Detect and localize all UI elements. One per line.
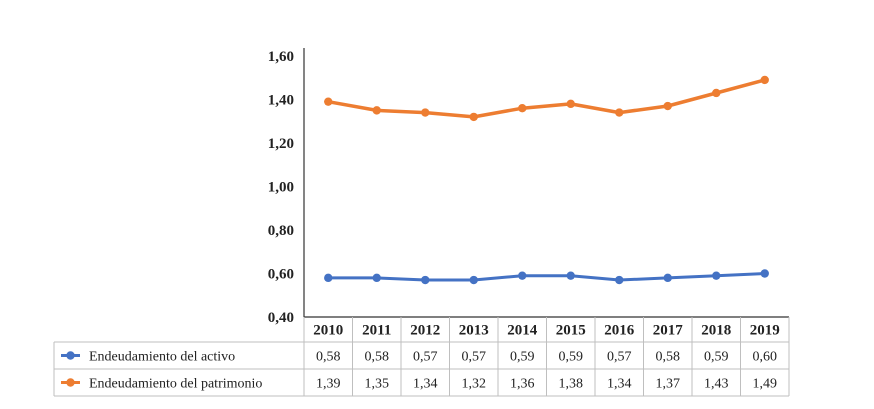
data-table-cell: 1,36 xyxy=(510,377,535,392)
series-2-point xyxy=(421,108,430,117)
series-1-point xyxy=(712,271,721,280)
series-1-point xyxy=(372,273,381,283)
series-2-point xyxy=(663,101,672,111)
legend-key-marker xyxy=(66,378,75,387)
data-table: 2010 2011 2012 2013 2014 2015 2016 2017 2018 2019… xyxy=(53,317,790,397)
series-2-point xyxy=(615,108,624,117)
series-1-point xyxy=(421,275,430,285)
data-table-cell: 1,34 xyxy=(607,377,632,392)
y-tick-label: 0,40 xyxy=(268,310,294,326)
series-1-point xyxy=(324,273,333,283)
legend-key-marker xyxy=(66,351,75,360)
data-table-cell: 0,58 xyxy=(656,350,681,365)
y-axis: 0,40 0,60 0,80 1,00 1,20 1,40 1,60 xyxy=(268,48,789,326)
data-table-cell: 1,35 xyxy=(365,377,390,392)
data-table-cell: 0,57 xyxy=(413,350,438,365)
plot-area xyxy=(324,75,769,285)
data-table-cell: 0,59 xyxy=(559,350,584,365)
series-2-point xyxy=(469,112,478,122)
y-tick-label: 0,60 xyxy=(268,267,294,283)
x-category-label: 2010 xyxy=(313,323,343,339)
series-1-point xyxy=(469,275,478,285)
data-table-cell: 1,37 xyxy=(656,377,681,392)
data-table-cell: 0,60 xyxy=(753,350,778,365)
series-name-label: Endeudamiento del activo xyxy=(89,350,235,365)
data-table-cell: 0,59 xyxy=(704,350,729,365)
series-line-2 xyxy=(326,78,767,119)
series-name-label: Endeudamiento del patrimonio xyxy=(89,377,262,392)
series-2-point xyxy=(760,75,769,85)
data-table-cell: 0,57 xyxy=(607,350,632,365)
x-category-label: 2014 xyxy=(507,323,538,339)
data-table-cell: 0,57 xyxy=(462,350,487,365)
series-2-point xyxy=(566,99,575,109)
data-table-cell: 0,59 xyxy=(510,350,535,365)
x-category-label: 2011 xyxy=(362,323,391,339)
series-2-point xyxy=(372,106,381,115)
x-category-label: 2013 xyxy=(459,323,489,339)
data-table-cell: 1,39 xyxy=(316,377,341,392)
data-table-cell: 0,58 xyxy=(365,350,390,365)
y-tick-label: 1,60 xyxy=(268,49,294,65)
series-2-point xyxy=(324,97,333,106)
x-category-label: 2019 xyxy=(750,323,780,339)
data-table-cell: 1,49 xyxy=(753,377,778,392)
series-1-point xyxy=(518,271,527,280)
data-table-cell: 0,58 xyxy=(316,350,341,365)
data-table-cell: 1,32 xyxy=(462,377,487,392)
data-table-cell: 1,43 xyxy=(704,377,729,392)
series-2-point xyxy=(712,88,721,98)
y-tick-label: 0,80 xyxy=(268,223,294,239)
x-category-label: 2017 xyxy=(653,323,684,339)
y-tick-label: 1,20 xyxy=(268,136,294,152)
x-category-label: 2018 xyxy=(701,323,731,339)
y-tick-label: 1,40 xyxy=(268,93,294,109)
x-category-label: 2016 xyxy=(604,323,635,339)
y-tick-label: 1,00 xyxy=(268,180,294,196)
data-table-cell: 1,38 xyxy=(559,377,584,392)
data-table-cell: 1,34 xyxy=(413,377,438,392)
series-2-point xyxy=(518,104,527,113)
x-category-label: 2015 xyxy=(556,323,586,339)
series-1-point xyxy=(566,271,575,280)
series-1-point xyxy=(760,269,769,278)
series-1-point xyxy=(615,275,624,285)
series-1-point xyxy=(663,273,672,283)
x-category-label: 2012 xyxy=(410,323,440,339)
series-line-1 xyxy=(326,272,767,282)
